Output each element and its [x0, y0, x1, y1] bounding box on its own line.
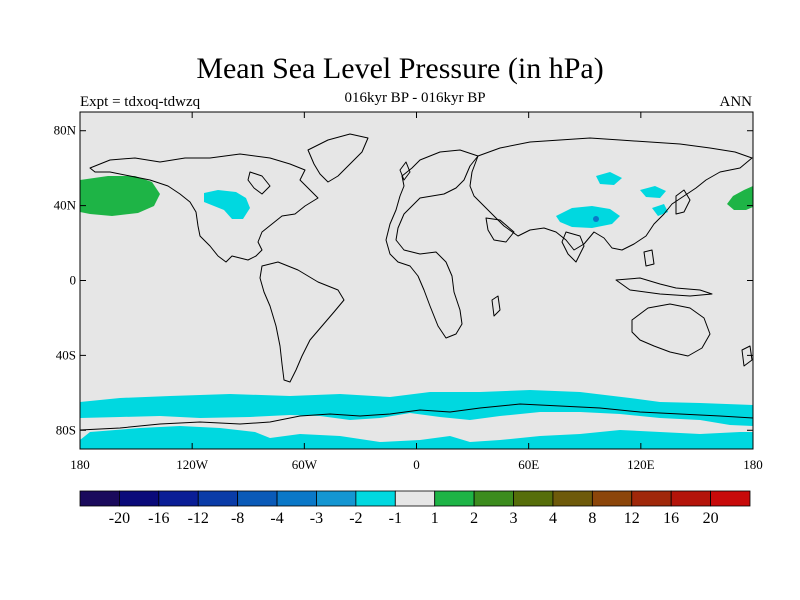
map-background [80, 112, 753, 449]
antarctic-coastal-anomaly [80, 426, 753, 449]
colorbar-swatch [434, 490, 475, 507]
colorbar-swatch [79, 490, 120, 507]
colorbar-swatch [473, 490, 514, 507]
colorbar-label: 12 [624, 510, 640, 527]
colorbar-swatch [316, 490, 357, 507]
colorbar-label: -16 [148, 510, 169, 527]
mongolia-anomaly [640, 186, 666, 198]
colorbar-label: 8 [588, 510, 596, 527]
lat-tick-label: 80N [54, 123, 77, 138]
colorbar-label: -1 [389, 510, 402, 527]
madagascar-coast [491, 295, 501, 317]
colorbar-label: -2 [349, 510, 362, 527]
philippines-coast [643, 249, 655, 267]
arabia-coast [485, 217, 515, 243]
india-coast [561, 231, 585, 263]
antarctica-coast [80, 403, 753, 431]
plot-subtitle: 016kyr BP - 016kyr BP [344, 90, 486, 106]
antarctic-coastal-anomaly-2 [150, 428, 240, 448]
hudson-bay [247, 171, 271, 195]
colorbar-label: 3 [510, 510, 518, 527]
lon-tick-label: 120E [627, 457, 655, 472]
north-america-anomaly [204, 190, 250, 219]
season-label: ANN [719, 94, 753, 110]
lon-tick-label: 60E [518, 457, 539, 472]
colorbar-swatch [197, 490, 239, 507]
north-pacific-positive-west [80, 176, 160, 216]
colorbar-swatch [119, 490, 160, 507]
colorbar-label: -3 [310, 510, 323, 527]
colorbar-swatch [513, 490, 554, 507]
colorbar-label: -20 [109, 510, 130, 527]
longitude-axis: 180 120W 60W 0 60E 120E 180 [70, 112, 763, 472]
indonesia-coast [615, 277, 713, 297]
siberia-anomaly [596, 172, 622, 185]
east-asia-anomaly [652, 204, 668, 216]
colorbar: -20 -16 -12 -8 -4 -3 -2 -1 1 2 3 4 8 12 16 20 [79, 490, 751, 527]
colorbar-swatch [552, 490, 593, 507]
lon-tick-label: 0 [413, 457, 420, 472]
colorbar-label: 1 [431, 510, 439, 527]
coastlines [80, 133, 753, 431]
central-asia-core [593, 216, 599, 222]
colorbar-label: 2 [470, 510, 478, 527]
greenland-coast [307, 133, 369, 183]
asia-coast [469, 137, 753, 251]
lat-tick-label: 40N [54, 198, 77, 213]
latitude-axis: 80N 40N 0 40S 80S [54, 123, 753, 437]
colorbar-swatch [394, 490, 436, 507]
lat-tick-label: 0 [70, 273, 77, 288]
lat-tick-label: 40S [56, 347, 76, 362]
south-america-coast [259, 261, 345, 383]
north-america-coast [89, 153, 319, 263]
colorbar-label: 20 [703, 510, 719, 527]
colorbar-swatch [276, 490, 317, 507]
lon-tick-label: 120W [176, 457, 209, 472]
lon-tick-label: 60W [292, 457, 318, 472]
colorbar-swatch [591, 490, 633, 507]
europe-africa-coast [385, 149, 479, 339]
colorbar-swatch [710, 490, 751, 507]
north-pacific-positive-east [727, 186, 753, 210]
colorbar-label: -4 [270, 510, 283, 527]
colorbar-swatch [670, 490, 711, 507]
anomaly-fields [80, 172, 753, 449]
lon-tick-label: 180 [70, 457, 90, 472]
lat-tick-label: 80S [56, 422, 76, 437]
uk-coast [399, 161, 411, 181]
experiment-label: Expt = tdxoq-tdwzq [80, 94, 201, 110]
colorbar-swatch [631, 490, 672, 507]
colorbar-label: 16 [663, 510, 679, 527]
plot-title: Mean Sea Level Pressure (in hPa) [196, 52, 604, 85]
colorbar-swatch [355, 490, 396, 507]
colorbar-swatch [158, 490, 199, 507]
colorbar-label: -12 [188, 510, 209, 527]
new-zealand-coast [741, 345, 753, 367]
colorbar-label: -8 [231, 510, 244, 527]
australia-coast [631, 303, 711, 357]
central-asia-anomaly [556, 206, 620, 228]
colorbar-label: 4 [549, 510, 557, 527]
colorbar-swatch [237, 490, 278, 507]
lon-tick-label: 180 [743, 457, 763, 472]
japan-coast [675, 189, 691, 215]
southern-ocean-anomaly [80, 390, 753, 426]
